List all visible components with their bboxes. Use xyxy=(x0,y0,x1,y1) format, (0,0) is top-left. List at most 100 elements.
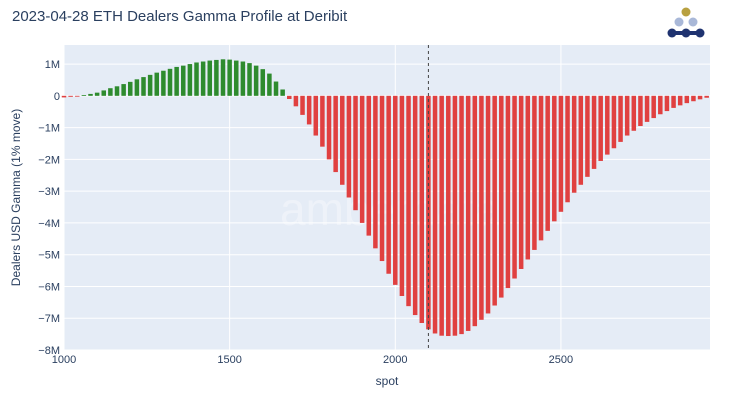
gamma-bar xyxy=(128,81,133,96)
y-tick-label: −2M xyxy=(38,154,60,166)
gamma-bar xyxy=(240,61,246,96)
gamma-bar xyxy=(605,95,610,155)
gamma-bar xyxy=(88,93,93,96)
gamma-bar xyxy=(366,95,372,236)
gamma-bar xyxy=(406,95,411,307)
gamma-bar xyxy=(591,95,597,169)
gamma-bar xyxy=(499,95,504,298)
gamma-bar xyxy=(101,90,107,96)
gamma-bar xyxy=(340,95,345,185)
gamma-bar xyxy=(677,95,683,106)
gamma-bar xyxy=(108,88,113,96)
gamma-bar xyxy=(518,95,524,269)
gamma-bar xyxy=(439,95,444,336)
gamma-bar xyxy=(333,95,338,173)
gamma-bar xyxy=(386,95,391,274)
gamma-bar xyxy=(691,95,696,102)
gamma-bar xyxy=(81,95,87,96)
y-tick-label: −7M xyxy=(38,313,60,325)
gamma-bar xyxy=(664,95,670,112)
gamma-bar xyxy=(446,95,451,337)
gamma-bar xyxy=(485,95,491,314)
gamma-bar xyxy=(154,72,160,96)
chart-title: 2023-04-28 ETH Dealers Gamma Profile at … xyxy=(12,8,348,25)
gamma-bar xyxy=(379,95,385,262)
gamma-bar xyxy=(234,60,239,96)
gamma-bar xyxy=(200,61,206,96)
gamma-bar xyxy=(426,95,431,330)
x-tick-label: 2500 xyxy=(549,354,573,366)
x-tick-label: 1000 xyxy=(52,354,76,366)
gamma-bar xyxy=(465,95,471,331)
x-axis-ticks: 1000 1500 2000 2500 xyxy=(52,354,573,366)
gamma-bar xyxy=(552,95,557,222)
gamma-bar xyxy=(452,95,458,336)
y-tick-label: −5M xyxy=(38,250,60,262)
y-tick-label: −1M xyxy=(38,123,60,135)
gamma-bar xyxy=(419,95,425,323)
gamma-bar xyxy=(432,95,438,334)
gamma-bar xyxy=(114,86,120,96)
gamma-bar xyxy=(287,95,292,100)
gamma-bar xyxy=(651,95,656,119)
gamma-bar xyxy=(558,95,564,212)
amberdata-logo-icon xyxy=(667,7,705,38)
gamma-bar xyxy=(359,95,365,223)
y-tick-label: −6M xyxy=(38,281,60,293)
gamma-bar xyxy=(141,77,146,96)
gamma-bar xyxy=(280,89,285,96)
y-axis-ticks: 1M 0 −1M −2M −3M −4M −5M −6M −7M −8M xyxy=(38,59,60,357)
gamma-bar xyxy=(624,95,630,136)
gamma-bar xyxy=(598,95,603,161)
gamma-bar xyxy=(492,95,497,306)
y-axis-title: Dealers USD Gamma (1% move) xyxy=(9,109,23,286)
gamma-bar xyxy=(571,95,577,193)
gamma-bar xyxy=(671,95,676,108)
gamma-bar xyxy=(472,95,478,327)
gamma-bar xyxy=(220,59,226,96)
gamma-bar xyxy=(479,95,484,320)
gamma-bar xyxy=(320,95,325,147)
gamma-bar xyxy=(61,95,67,98)
bars-series xyxy=(61,59,709,337)
gamma-bar xyxy=(412,95,418,316)
gamma-bar xyxy=(585,95,590,177)
gamma-bar xyxy=(618,95,623,142)
gamma-bar xyxy=(658,95,663,115)
gamma-bar xyxy=(161,70,166,96)
gamma-bar xyxy=(532,95,537,250)
gamma-bar xyxy=(373,95,378,249)
x-axis-title: spot xyxy=(376,374,399,388)
y-tick-label: −8M xyxy=(38,345,60,357)
gamma-bar xyxy=(512,95,517,279)
gamma-bar xyxy=(393,95,398,285)
gamma-bar xyxy=(704,95,709,98)
gamma-bar xyxy=(697,95,703,100)
gamma-bar xyxy=(684,95,690,104)
y-tick-label: 1M xyxy=(45,59,60,71)
gamma-bar xyxy=(267,73,272,96)
gamma-bar xyxy=(253,65,259,96)
x-tick-label: 2000 xyxy=(383,354,407,366)
x-tick-label: 1500 xyxy=(217,354,241,366)
gamma-bar xyxy=(227,59,232,96)
gamma-bar xyxy=(181,65,186,96)
gamma-bar xyxy=(174,66,179,96)
gamma-bar xyxy=(525,95,531,260)
gamma-bar xyxy=(273,81,279,96)
gamma-bar xyxy=(565,95,570,203)
gamma-bar xyxy=(300,95,305,115)
gamma-bar xyxy=(353,95,358,211)
gamma-bar xyxy=(399,95,405,296)
gamma-bar xyxy=(187,64,193,96)
gamma-bar xyxy=(313,95,319,136)
gamma-bar xyxy=(644,95,650,122)
gamma-bar xyxy=(214,59,219,96)
gamma-bar xyxy=(538,95,544,241)
y-tick-label: −4M xyxy=(38,218,60,230)
gamma-bar xyxy=(611,95,617,149)
gamma-bar xyxy=(247,63,252,96)
gamma-bar xyxy=(459,95,464,335)
y-tick-label: 0 xyxy=(54,91,60,103)
